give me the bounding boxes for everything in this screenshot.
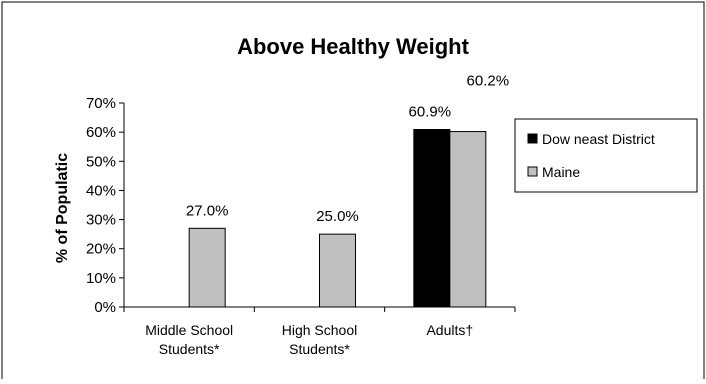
legend-swatch-maine (527, 166, 538, 177)
bar (413, 129, 451, 308)
bar (449, 131, 487, 308)
y-tick-label: 0% (94, 299, 116, 316)
legend-swatch-dowseast (527, 133, 538, 144)
legend: Dow neast District Maine (514, 118, 698, 193)
y-tick-label: 70% (86, 95, 116, 112)
x-category-label: Adults† (426, 322, 473, 338)
x-category-label: Middle School (145, 322, 233, 338)
y-axis-label: % of Populatic (54, 153, 71, 263)
data-labels: 27.0% 25.0% 60.9% 60.2% (186, 73, 509, 226)
bar (188, 227, 226, 308)
data-label: 60.9% (409, 104, 452, 121)
legend-box (514, 118, 698, 193)
data-label: 60.2% (467, 73, 510, 90)
data-label: 25.0% (316, 208, 359, 225)
x-category-label: Students* (289, 341, 350, 357)
y-axis-ticks: 0% 10% 20% 30% 40% 50% 60% 70% (86, 95, 124, 316)
y-tick-label: 50% (86, 153, 116, 170)
data-label: 27.0% (186, 202, 229, 219)
chart-title: Above Healthy Weight (237, 34, 470, 59)
y-tick-label: 20% (86, 241, 116, 258)
bar (319, 233, 356, 308)
y-tick-label: 10% (86, 270, 116, 287)
y-tick-label: 60% (86, 124, 116, 141)
legend-label-dowseast: Dow neast District (542, 131, 655, 147)
y-tick-label: 40% (86, 182, 116, 199)
x-category-label: Students* (159, 341, 220, 357)
y-tick-label: 30% (86, 212, 116, 229)
x-category-label: High School (282, 322, 358, 338)
legend-label-maine: Maine (542, 164, 580, 180)
x-axis-categories: Middle School Students* High School Student… (123, 307, 516, 357)
bars (188, 129, 487, 308)
